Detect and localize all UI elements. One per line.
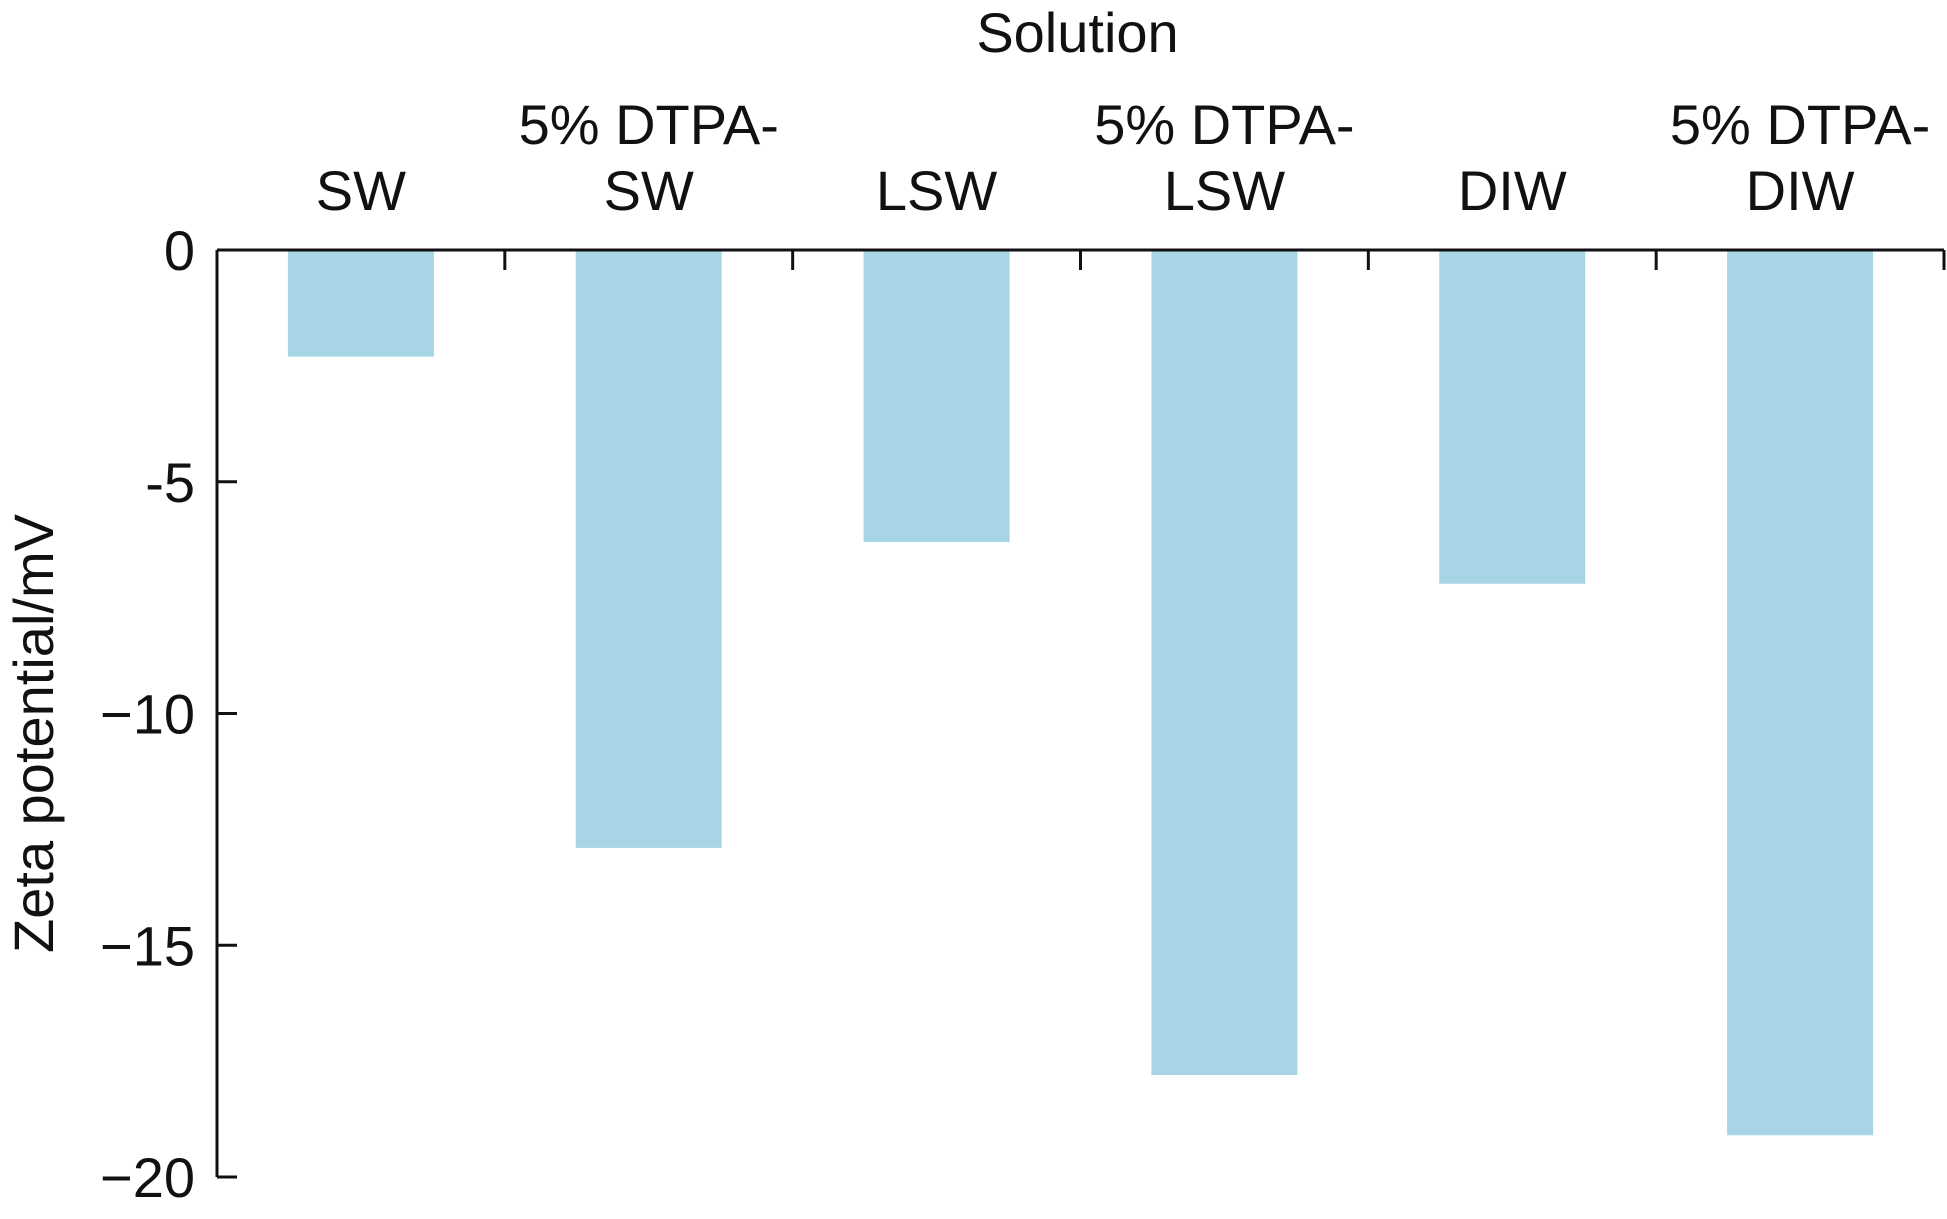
x-tick-label-2: LSW xyxy=(876,159,997,222)
x-tick-label-4: DIW xyxy=(1458,159,1567,222)
bar-3 xyxy=(1151,250,1298,1076)
y-axis-title: Zeta potential/mV xyxy=(2,513,65,953)
x-axis-title: Solution xyxy=(976,1,1178,64)
bar-2 xyxy=(863,250,1010,543)
axes-group xyxy=(215,248,1946,1179)
y-tick-label-3: −15 xyxy=(100,914,195,977)
y-tick-label-1: -5 xyxy=(145,451,195,514)
x-tick-label-3: 5% DTPA-LSW xyxy=(1094,93,1354,222)
x-tick-label-5: 5% DTPA-DIW xyxy=(1670,93,1930,222)
x-tick-label-1: 5% DTPA-SW xyxy=(519,93,779,222)
bar-1 xyxy=(575,250,722,848)
bars-group xyxy=(287,250,1874,1136)
x-tick-label-0: SW xyxy=(316,159,406,222)
bar-0 xyxy=(287,250,434,357)
y-tick-label-0: 0 xyxy=(164,219,195,282)
y-tick-label-4: −20 xyxy=(100,1146,195,1209)
y-tick-label-2: −10 xyxy=(100,683,195,746)
bar-5 xyxy=(1727,250,1874,1136)
bar-4 xyxy=(1439,250,1586,584)
